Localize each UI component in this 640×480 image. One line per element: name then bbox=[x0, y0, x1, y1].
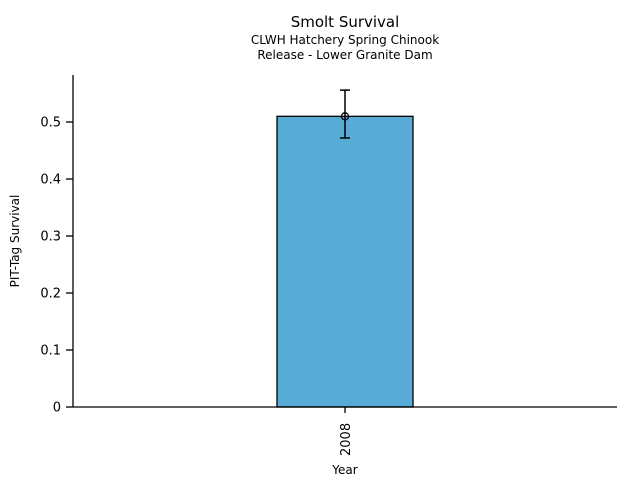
chart-title: Smolt Survival bbox=[291, 13, 400, 31]
y-tick-label-0: 0 bbox=[53, 401, 61, 416]
y-tick-label-0.4: 0.4 bbox=[40, 173, 61, 188]
y-tick-label-0.1: 0.1 bbox=[40, 344, 61, 359]
y-tick-label-0.5: 0.5 bbox=[40, 116, 61, 131]
bar-2008 bbox=[276, 115, 414, 408]
y-tick-label-0.3: 0.3 bbox=[40, 230, 61, 245]
y-tick-label-0.2: 0.2 bbox=[40, 287, 61, 302]
y-axis-label: PIT-Tag Survival bbox=[8, 195, 22, 288]
point-estimate-marker bbox=[340, 112, 350, 121]
y-axis-ticks: 0 0.1 0.2 0.3 0.4 0.5 bbox=[40, 116, 73, 416]
chart-subtitle-line1: CLWH Hatchery Spring Chinook bbox=[251, 33, 439, 47]
x-axis-label: Year bbox=[331, 463, 357, 477]
chart-subtitle-line2: Release - Lower Granite Dam bbox=[257, 48, 432, 62]
x-tick-label-2008: 2008 bbox=[339, 423, 354, 456]
